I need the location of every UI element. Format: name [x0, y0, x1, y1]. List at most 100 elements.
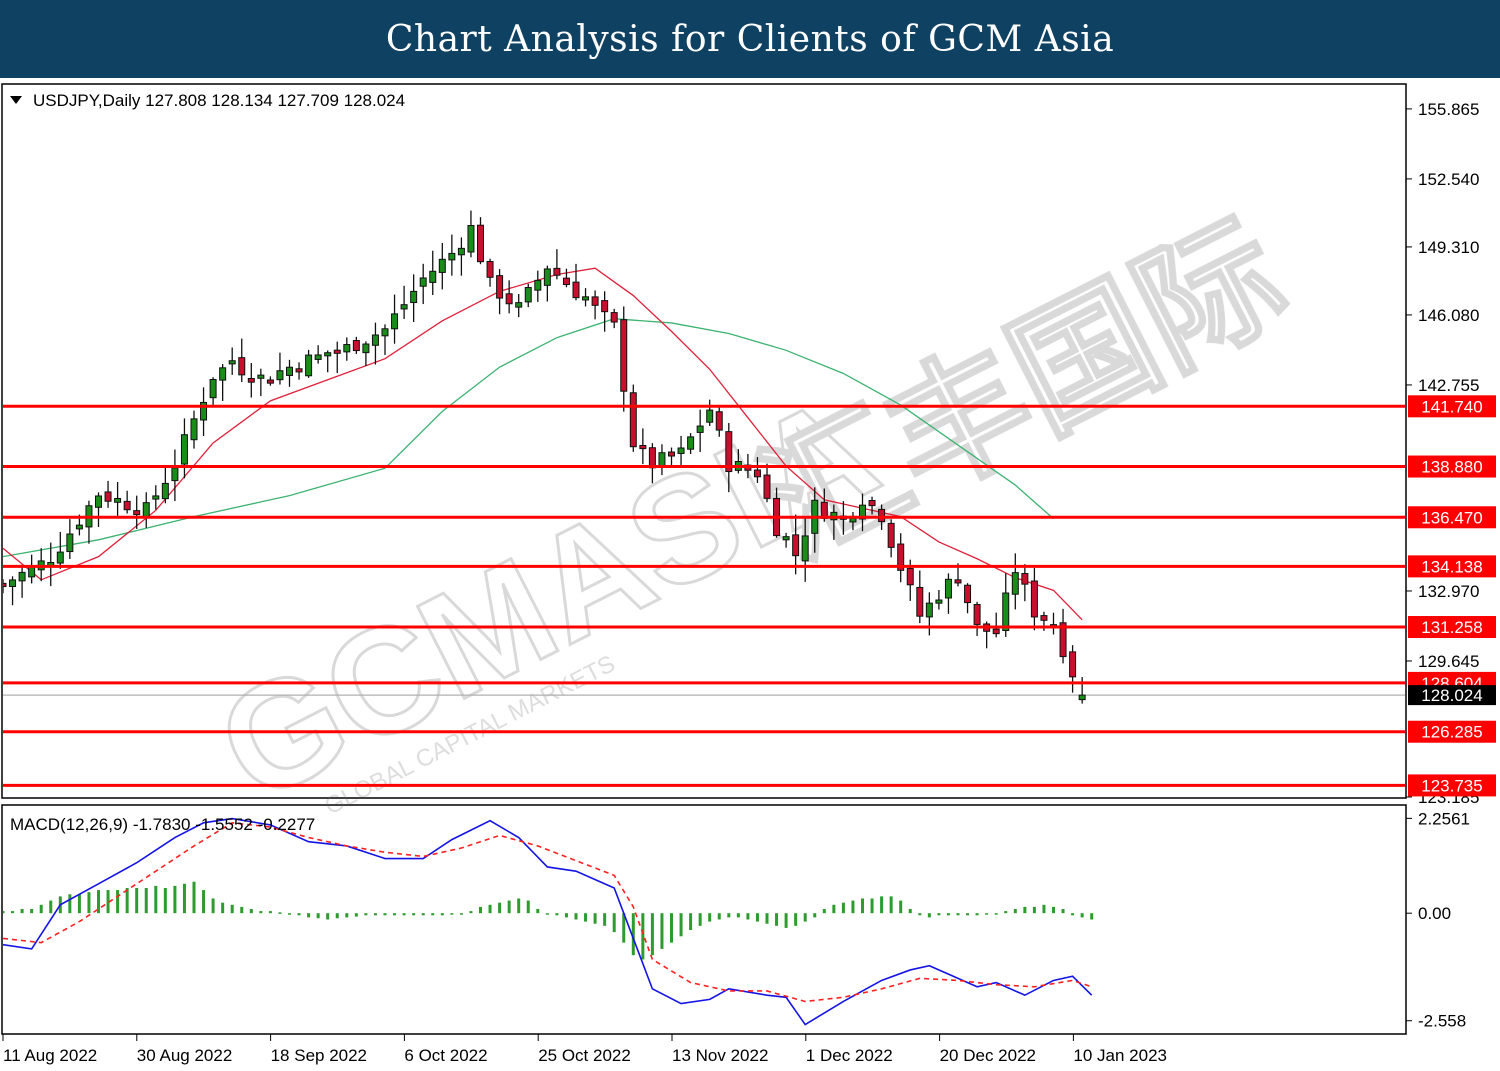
candle-body [677, 447, 685, 454]
candle [935, 589, 943, 610]
histogram-bar [30, 908, 34, 914]
histogram-bar [1004, 911, 1008, 914]
histogram-bar [383, 913, 387, 916]
banner-title: Chart Analysis for Clients of GCM Asia [385, 18, 1115, 60]
histogram-bar [574, 913, 578, 920]
candle [601, 291, 609, 332]
candle [152, 485, 160, 510]
candle-body [152, 495, 160, 500]
histogram-bar [612, 913, 616, 933]
candle-body [1011, 572, 1019, 595]
y-tick-label: 155.865 [1418, 100, 1479, 119]
candle-body [973, 603, 981, 625]
level-label: 123.735 [1421, 776, 1482, 795]
candle [1059, 608, 1067, 664]
candle-body [123, 500, 131, 511]
candle-body [610, 312, 618, 323]
histogram-bar [555, 913, 559, 916]
candle [371, 322, 379, 365]
histogram-bar [297, 913, 301, 916]
candle [324, 350, 332, 373]
candle [161, 467, 169, 504]
candle-body [371, 334, 379, 346]
histogram-bar [412, 913, 416, 916]
candle [763, 463, 771, 503]
candle-body [257, 374, 265, 379]
candle [964, 583, 972, 614]
candle [944, 573, 952, 614]
candle-body [457, 247, 465, 256]
candle [477, 217, 484, 265]
candle-body [190, 418, 198, 441]
candle-body [305, 354, 313, 377]
candle-body [161, 482, 169, 500]
histogram-bar [985, 913, 989, 915]
histogram-bar [870, 898, 874, 914]
histogram-bar [144, 887, 148, 914]
histogram-bar [584, 913, 588, 922]
candle-body [696, 425, 704, 433]
current-price-text: 128.024 [1421, 686, 1482, 705]
histogram-bar [650, 913, 654, 956]
candle [438, 242, 446, 290]
candle-body [878, 508, 886, 523]
candle [1011, 553, 1019, 610]
candle [792, 514, 800, 575]
candle-body [133, 510, 141, 516]
candle [620, 306, 628, 412]
histogram-bar [259, 911, 263, 914]
candle-body [228, 360, 236, 365]
histogram-bar [364, 913, 368, 916]
candle [973, 601, 981, 636]
level-label: 138.880 [1421, 458, 1482, 477]
candle [381, 324, 389, 355]
histogram-bar [880, 896, 884, 914]
candle [677, 435, 685, 466]
macd-line [3, 817, 1093, 1026]
candle [591, 290, 599, 320]
candle-body [792, 534, 800, 557]
candle [706, 399, 714, 426]
histogram-bar [373, 913, 377, 916]
candle [524, 283, 532, 308]
histogram-bar [975, 913, 979, 916]
candle [782, 532, 790, 548]
candle [219, 364, 227, 401]
candle [333, 341, 341, 374]
histogram-bar [717, 913, 721, 920]
candle [753, 457, 761, 483]
histogram-bar [163, 887, 167, 914]
histogram-bar [908, 908, 912, 914]
histogram-bar [927, 913, 931, 918]
candle-body [142, 502, 150, 517]
histogram-bar [679, 913, 683, 937]
histogram-bar [813, 913, 817, 918]
histogram-bar [822, 908, 826, 914]
candle-body [906, 568, 914, 586]
candle [801, 517, 809, 582]
candle [286, 359, 293, 387]
candle-body [1069, 651, 1077, 678]
histogram-bar [517, 898, 521, 914]
histogram-bar [736, 913, 740, 918]
level-label-bg [1408, 555, 1496, 578]
candle-body [438, 258, 446, 273]
histogram-bar [832, 904, 836, 914]
candle-body [266, 379, 274, 384]
histogram-bar [421, 913, 425, 916]
candle [247, 362, 255, 398]
candle [276, 352, 284, 385]
candle [123, 490, 131, 514]
candle-body [352, 340, 360, 352]
candle-body [753, 469, 761, 478]
histogram-bar [240, 906, 244, 914]
candle [410, 274, 418, 322]
candle [897, 533, 905, 583]
candle [429, 250, 437, 296]
histogram-bar [11, 911, 15, 914]
histogram-bar [1042, 904, 1046, 914]
histogram-bar [488, 904, 492, 914]
x-tick-label: 10 Jan 2023 [1073, 1046, 1167, 1065]
candle-body [687, 436, 695, 450]
candle-body [801, 535, 809, 562]
